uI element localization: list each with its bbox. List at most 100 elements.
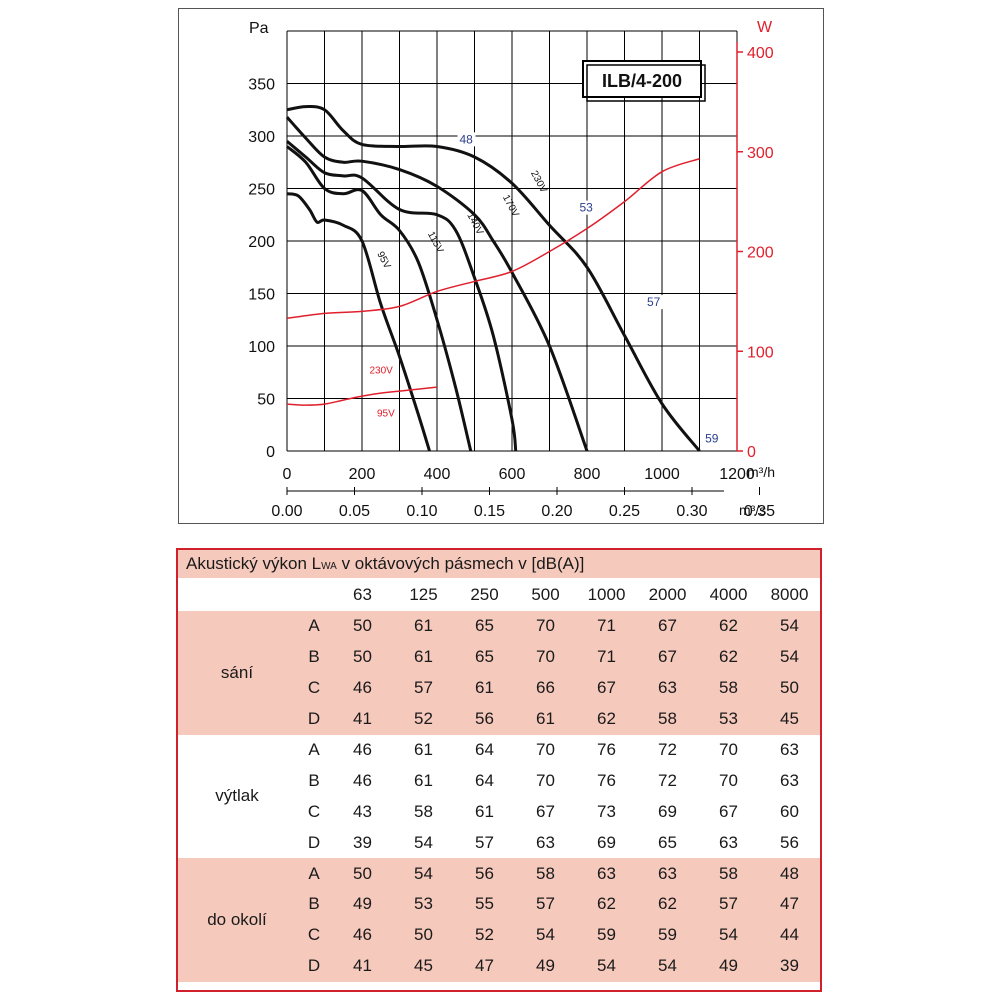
table-row: D 41 45 47 49 54 54 49 39: [178, 950, 820, 982]
annotation-label: 59: [705, 432, 719, 446]
group-label: do okolí: [178, 858, 296, 982]
y-tick-label: 50: [257, 392, 275, 409]
y2-tick-label: 0: [747, 444, 756, 461]
value-cell: 63: [515, 827, 576, 859]
band-header-row: 63 125 250 500 1000 2000 4000 8000: [178, 578, 820, 611]
value-cell: 65: [637, 827, 698, 859]
value-cell: 43: [332, 796, 393, 828]
band-header: 125: [393, 578, 454, 611]
table-row: do okolí A 50 54 56 58 63 63 58 48: [178, 858, 820, 982]
value-cell: 50: [759, 672, 820, 704]
x-tick-label: 200: [349, 466, 376, 483]
x-tick-label: 400: [424, 466, 451, 483]
value-cell: 58: [698, 858, 759, 890]
caption-text: v oktávových pásmech v [dB(A)]: [336, 554, 585, 573]
value-cell: 39: [332, 827, 393, 859]
value-cell: 50: [393, 919, 454, 951]
x2-tick-label: 0.20: [541, 503, 572, 520]
band-header: 1000: [576, 578, 637, 611]
table-row: výtlak A 46 61 64 70 76 72 70 63: [178, 734, 820, 859]
value-cell: 57: [515, 889, 576, 920]
x2-tick-label: 0.10: [406, 503, 437, 520]
model-box: [582, 60, 702, 98]
value-cell: 47: [759, 889, 820, 920]
value-cell: 44: [759, 919, 820, 951]
annotation-label: 95V: [377, 408, 395, 419]
row-id: C: [296, 919, 332, 951]
row-id: A: [296, 734, 332, 766]
value-cell: 46: [332, 734, 393, 766]
y-tick-label: 100: [248, 339, 275, 356]
value-cell: 76: [576, 765, 637, 797]
value-cell: 63: [698, 827, 759, 859]
value-cell: 53: [393, 889, 454, 920]
value-cell: 52: [393, 703, 454, 735]
value-cell: 73: [576, 796, 637, 828]
band-header: 8000: [759, 578, 820, 611]
value-cell: 63: [576, 858, 637, 890]
value-cell: 63: [759, 734, 820, 766]
row-id: B: [296, 641, 332, 673]
value-cell: 71: [576, 611, 637, 642]
band-header: 4000: [698, 578, 759, 611]
band-header: 250: [454, 578, 515, 611]
value-cell: 46: [332, 919, 393, 951]
header-spacer: [296, 578, 332, 611]
value-cell: 45: [393, 950, 454, 982]
value-cell: 64: [454, 765, 515, 797]
value-cell: 65: [454, 611, 515, 642]
value-cell: 49: [332, 889, 393, 920]
annotation-label: 230V: [370, 365, 394, 376]
value-cell: 53: [698, 703, 759, 735]
value-cell: 54: [393, 827, 454, 859]
y-tick-label: 350: [248, 77, 275, 94]
row-id: A: [296, 858, 332, 890]
x-tick-label: 1200: [719, 466, 755, 483]
pressure-curve-95v: [286, 192, 431, 452]
value-cell: 67: [576, 672, 637, 704]
pressure-curve-label: 230V: [528, 169, 549, 195]
annotation-label: 57: [647, 295, 661, 309]
value-cell: 58: [637, 703, 698, 735]
value-cell: 61: [454, 672, 515, 704]
acoustic-table-frame: Akustický výkon LWA v oktávových pásmech…: [176, 548, 822, 992]
value-cell: 70: [698, 765, 759, 797]
row-id: B: [296, 889, 332, 920]
value-cell: 66: [515, 672, 576, 704]
table-row: sání A 50 61 65 70 71 67 62 54: [178, 611, 820, 735]
group-label: výtlak: [178, 734, 296, 859]
power-curve-95v: [286, 386, 438, 406]
value-cell: 54: [393, 858, 454, 890]
x2-tick-label: 0.15: [474, 503, 505, 520]
model-box-shadow: [586, 64, 706, 102]
table-row: B 46 61 64 70 76 72 70 63: [178, 765, 820, 797]
value-cell: 61: [393, 611, 454, 642]
value-cell: 62: [637, 889, 698, 920]
value-cell: 61: [515, 703, 576, 735]
value-cell: 70: [515, 734, 576, 766]
row-id: C: [296, 672, 332, 704]
x2-tick-label: 0.00: [271, 503, 302, 520]
table-caption-row: Akustický výkon LWA v oktávových pásmech…: [178, 550, 820, 578]
table-row: C 46 50 52 54 59 59 54 44: [178, 919, 820, 951]
pressure-curve-140v: [286, 140, 518, 452]
value-cell: 71: [576, 641, 637, 673]
value-cell: 54: [698, 919, 759, 951]
value-cell: 48: [759, 858, 820, 890]
value-cell: 50: [332, 858, 393, 890]
table-row: D 41 52 56 61 62 58 53 45: [178, 703, 820, 735]
caption-subscript: WA: [321, 561, 337, 572]
pressure-curve-230v: [286, 105, 701, 452]
x-tick-label: 800: [574, 466, 601, 483]
chart-title: ILB/4-200: [602, 71, 682, 91]
pressure-curve-115v: [286, 145, 473, 452]
value-cell: 57: [393, 672, 454, 704]
value-cell: 60: [759, 796, 820, 828]
value-cell: 67: [637, 611, 698, 642]
value-cell: 41: [332, 703, 393, 735]
caption-text: Akustický výkon L: [186, 554, 322, 573]
value-cell: 41: [332, 950, 393, 982]
value-cell: 63: [637, 672, 698, 704]
value-cell: 54: [576, 950, 637, 982]
row-id: B: [296, 765, 332, 797]
